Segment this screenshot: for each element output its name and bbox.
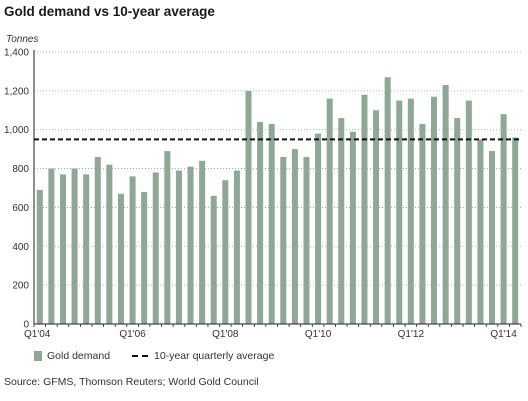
bar <box>36 189 43 324</box>
bar <box>384 77 391 324</box>
bar <box>303 156 310 324</box>
legend: Gold demand 10-year quarterly average <box>34 350 274 362</box>
x-tick-label: Q1'08 <box>212 329 239 340</box>
bar <box>431 96 438 324</box>
bar <box>454 118 461 324</box>
bar <box>512 137 519 324</box>
bar <box>83 174 90 324</box>
bar <box>280 156 287 324</box>
source-note: Source: GFMS, Thomson Reuters; World Gol… <box>4 376 259 388</box>
bar <box>419 123 426 324</box>
y-tick-label: 0 <box>23 320 29 331</box>
bar <box>106 164 113 324</box>
legend-gold-demand: Gold demand <box>47 350 111 362</box>
bar <box>233 170 240 324</box>
bar <box>349 131 356 324</box>
bar <box>465 100 472 324</box>
bar <box>187 166 194 324</box>
legend-average: 10-year quarterly average <box>154 350 275 362</box>
y-tick-label: 1,000 <box>4 125 29 136</box>
bar <box>245 90 252 324</box>
chart-title: Gold demand vs 10-year average <box>4 4 215 19</box>
bar <box>442 85 449 325</box>
bar <box>396 100 403 324</box>
y-tick-label: 600 <box>12 203 29 214</box>
bar <box>361 94 368 324</box>
y-tick-label: 1,400 <box>4 48 29 59</box>
bar <box>210 195 217 324</box>
bar <box>199 160 206 324</box>
bar <box>175 170 182 324</box>
x-tick-label: Q1'10 <box>305 329 332 340</box>
x-tick-label: Q1'04 <box>24 329 51 340</box>
bar <box>488 151 496 324</box>
bar <box>268 123 275 324</box>
y-tick-label: 800 <box>12 164 29 175</box>
y-tick-label: 400 <box>12 242 29 253</box>
bar <box>338 118 345 324</box>
bar <box>222 180 229 324</box>
bar <box>373 110 380 325</box>
bar <box>141 191 148 324</box>
bar <box>129 176 136 324</box>
y-axis-unit: Tonnes <box>6 34 39 45</box>
x-tick-label: Q1'06 <box>119 329 146 340</box>
y-tick-label: 1,200 <box>4 86 29 97</box>
bar <box>59 174 67 324</box>
bar <box>152 172 159 324</box>
bar <box>48 168 55 324</box>
bar <box>94 156 101 324</box>
legend-dashed-swatch <box>132 355 149 357</box>
bar <box>291 149 298 324</box>
y-tick-label: 200 <box>12 281 29 292</box>
bar <box>500 114 507 325</box>
bar <box>257 121 264 324</box>
bar <box>477 139 484 324</box>
x-tick-label: Q1'12 <box>398 329 425 340</box>
legend-bar-swatch <box>34 351 42 361</box>
bar <box>407 98 414 324</box>
bar <box>117 193 124 324</box>
x-tick-label: Q1'14 <box>490 329 517 340</box>
bar <box>326 98 333 324</box>
bar <box>164 151 171 324</box>
bar <box>71 168 78 324</box>
bar <box>315 133 322 324</box>
